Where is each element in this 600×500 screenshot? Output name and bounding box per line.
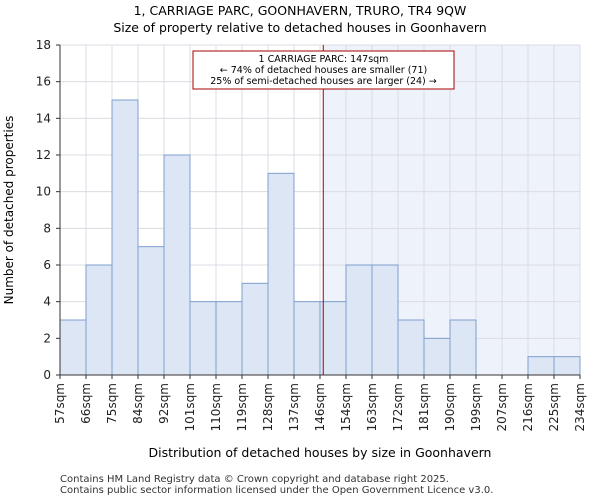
y-tick-label: 12	[36, 148, 51, 162]
bar	[59, 319, 87, 376]
x-tick-label: 172sqm	[391, 383, 405, 431]
bar	[449, 319, 477, 376]
x-tick-label: 199sqm	[469, 383, 483, 431]
bar	[293, 301, 321, 376]
annotation-line-3: 25% of semi-detached houses are larger (…	[210, 76, 437, 87]
x-tick-label: 75sqm	[105, 383, 119, 424]
x-tick-label: 84sqm	[131, 383, 145, 424]
footer-licence: Contains public sector information licen…	[60, 485, 494, 496]
x-tick-label: 137sqm	[287, 383, 301, 431]
x-tick-label: 146sqm	[313, 383, 327, 431]
bar	[319, 301, 347, 376]
y-tick-label: 2	[43, 331, 51, 345]
x-tick-label: 234sqm	[573, 383, 587, 431]
bar	[241, 282, 269, 376]
y-tick-label: 8	[43, 221, 51, 235]
y-tick-label: 10	[36, 185, 51, 199]
y-tick-label: 4	[43, 295, 51, 309]
x-tick-label: 190sqm	[443, 383, 457, 431]
x-tick-label: 57sqm	[53, 383, 67, 424]
bar	[111, 99, 139, 376]
bar	[371, 264, 399, 376]
x-tick-label: 225sqm	[547, 383, 561, 431]
bar	[423, 337, 451, 376]
chart-title: 1, CARRIAGE PARC, GOONHAVERN, TRURO, TR4…	[133, 3, 467, 18]
y-axis-label: Number of detached properties	[2, 116, 16, 305]
bar	[397, 319, 425, 376]
x-tick-label: 163sqm	[365, 383, 379, 431]
x-tick-label: 216sqm	[521, 383, 535, 431]
footer-copyright: Contains HM Land Registry data © Crown c…	[60, 474, 449, 485]
x-tick-label: 92sqm	[157, 383, 171, 424]
x-tick-label: 110sqm	[209, 383, 223, 431]
y-tick-label: 16	[36, 75, 51, 89]
x-tick-label: 128sqm	[261, 383, 275, 431]
chart-subtitle: Size of property relative to detached ho…	[113, 20, 487, 35]
annotation-line-1: 1 CARRIAGE PARC: 147sqm	[259, 54, 389, 65]
x-tick-label: 101sqm	[183, 383, 197, 431]
y-tick-label: 6	[43, 258, 51, 272]
x-tick-label: 66sqm	[79, 383, 93, 424]
y-tick-label: 18	[36, 38, 51, 52]
x-tick-label: 154sqm	[339, 383, 353, 431]
x-tick-label: 207sqm	[495, 383, 509, 431]
bar	[137, 246, 165, 376]
x-tick-label: 119sqm	[235, 383, 249, 431]
bar	[163, 154, 191, 376]
x-tick-label: 181sqm	[417, 383, 431, 431]
bar	[527, 356, 555, 376]
annotation-line-2: ← 74% of detached houses are smaller (71…	[220, 65, 427, 76]
bar	[553, 356, 581, 376]
bar	[85, 264, 113, 376]
bar	[189, 301, 217, 376]
bar	[267, 172, 295, 376]
y-tick-label: 0	[43, 368, 51, 382]
y-tick-label: 14	[36, 111, 51, 125]
bar	[215, 301, 243, 376]
x-axis-label: Distribution of detached houses by size …	[149, 445, 492, 460]
bar	[345, 264, 373, 376]
annotation-box	[192, 50, 455, 90]
